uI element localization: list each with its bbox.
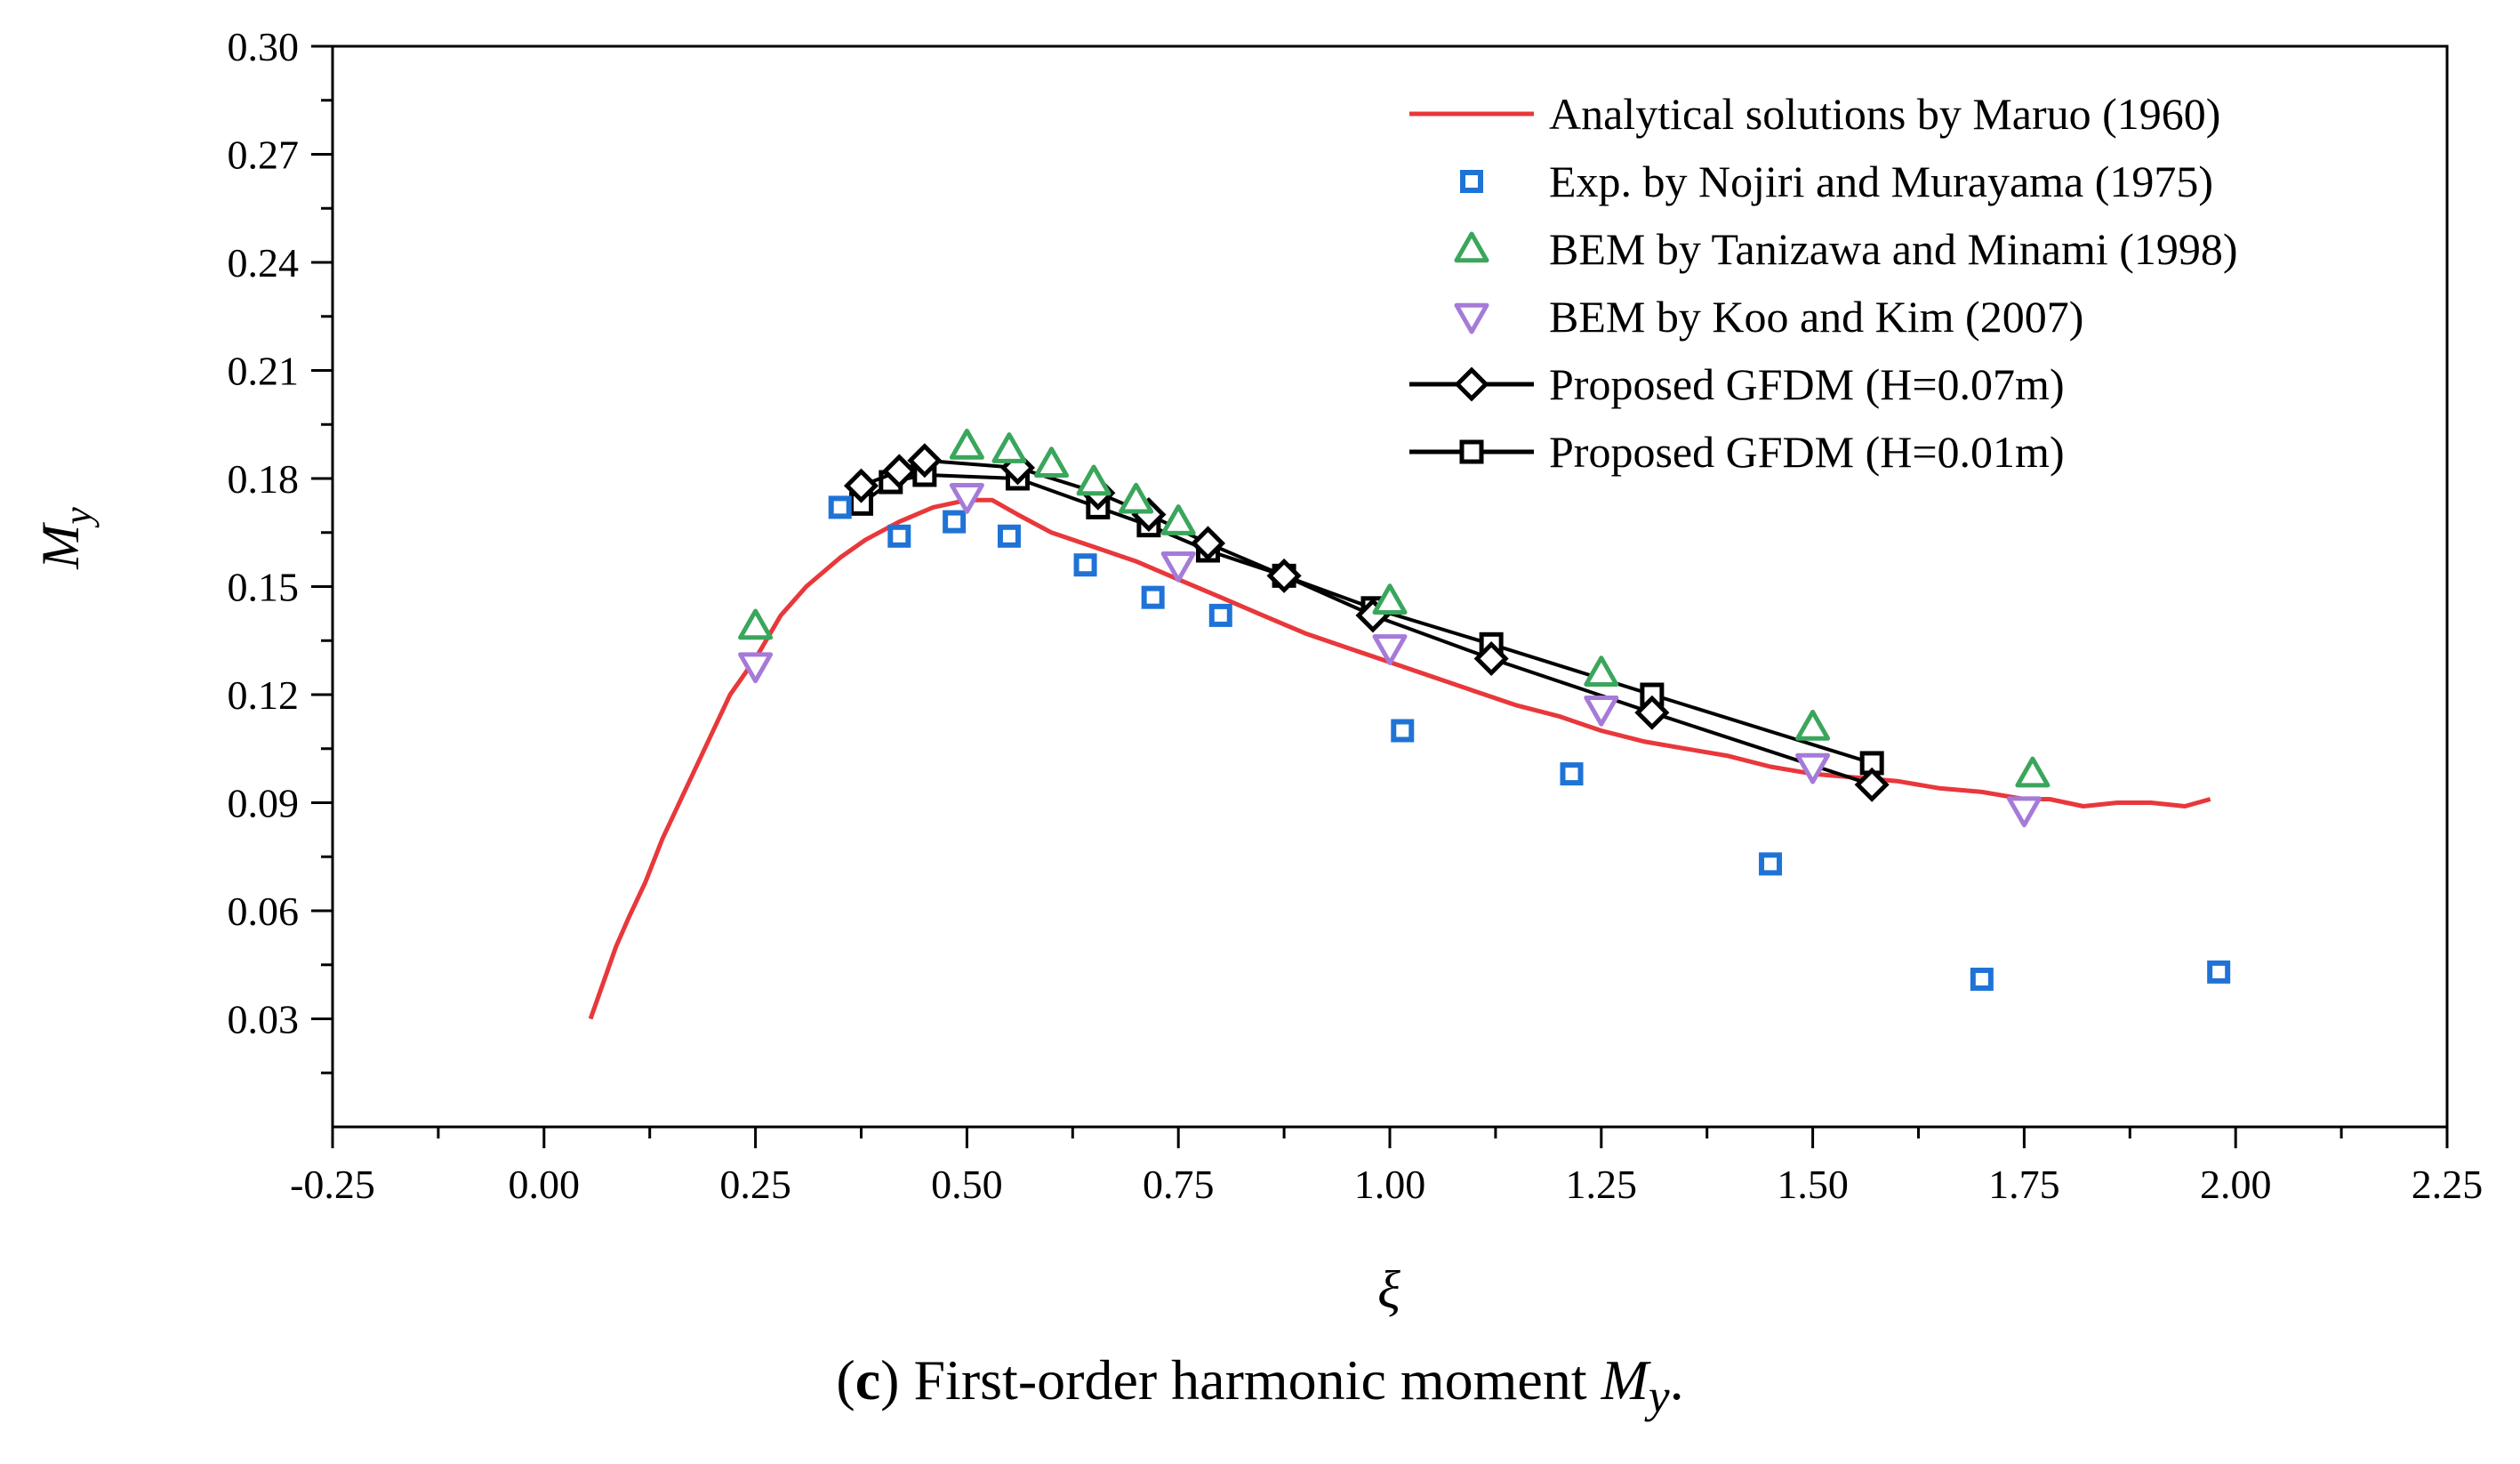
figure-caption: (c) First-order harmonic moment My. [836, 1348, 1684, 1422]
y-tick-label: 0.24 [228, 240, 300, 286]
x-tick-label: 2.25 [2412, 1162, 2484, 1207]
data-point [2207, 960, 2231, 984]
data-point [1190, 526, 1226, 561]
x-tick-label: 1.75 [1988, 1162, 2060, 1207]
data-point [1970, 967, 1994, 991]
x-tick-labels: -0.25 0.00 0.25 0.50 0.75 1.00 1.25 1.50 1.75 2.0… [290, 1162, 2483, 1207]
legend-label: Proposed GFDM (H=0.07m) [1549, 359, 2065, 409]
data-point [1795, 752, 1831, 784]
series-line [588, 497, 2211, 1020]
caption-symbol-sub: y [1648, 1368, 1670, 1422]
caption-tag: c [855, 1348, 881, 1412]
series-bem-tanizawa [738, 429, 2051, 788]
data-point [738, 652, 774, 684]
data-point [1584, 695, 1619, 727]
y-tick-label: 0.03 [228, 997, 300, 1042]
y-tick-label: 0.18 [228, 456, 300, 502]
y-tick-label: 0.06 [228, 889, 300, 934]
data-point [881, 454, 917, 489]
legend-label: BEM by Tanizawa and Minami (1998) [1549, 224, 2238, 274]
y-axis-title-main: M [31, 522, 90, 570]
data-point [1759, 852, 1783, 876]
data-point [1560, 762, 1584, 786]
data-point [1160, 551, 1196, 583]
data-point [738, 608, 774, 640]
y-tick-label: 0.09 [228, 781, 300, 826]
series-bem-koo [738, 483, 2042, 828]
axis-ticks [311, 44, 2449, 1148]
data-point [1372, 634, 1408, 665]
legend: Analytical solutions by Maruo (1960) Exp.… [1409, 89, 2238, 477]
x-tick-label: 1.50 [1777, 1162, 1849, 1207]
series-gfdm-h007 [843, 443, 1890, 802]
y-tick-label: 0.30 [228, 24, 300, 69]
plot-area [588, 429, 2231, 1020]
data-point [997, 524, 1021, 548]
data-point [949, 429, 984, 460]
series-exp-nojiri [828, 495, 2231, 991]
data-point [1266, 558, 1302, 593]
y-tick-label: 0.12 [228, 672, 300, 718]
legend-item: Exp. by Nojiri and Murayama (1975) [1460, 157, 2213, 206]
data-point [887, 524, 911, 548]
data-point [943, 510, 967, 534]
legend-marker [1454, 366, 1489, 402]
data-point [1160, 504, 1196, 535]
data-point [2015, 756, 2051, 788]
legend-marker [1459, 439, 1484, 464]
legend-label: Analytical solutions by Maruo (1960) [1549, 89, 2220, 139]
data-point [1584, 656, 1619, 687]
y-tick-labels: 0.03 0.06 0.09 0.12 0.15 0.18 0.21 0.24 0.27 0.30 [228, 24, 300, 1042]
x-tick-label: 0.50 [931, 1162, 1003, 1207]
y-tick-label: 0.27 [228, 133, 300, 178]
data-point [828, 495, 852, 519]
data-point [949, 483, 984, 514]
y-axis-title-sub: y [56, 507, 100, 528]
data-point [1854, 767, 1890, 802]
y-tick-label: 0.21 [228, 349, 300, 394]
legend-label: Proposed GFDM (H=0.01m) [1549, 427, 2065, 477]
caption-text: First-order harmonic moment [913, 1348, 1601, 1412]
x-tick-label: 1.25 [1566, 1162, 1638, 1207]
x-tick-label: 0.25 [719, 1162, 791, 1207]
legend-item: Proposed GFDM (H=0.07m) [1409, 359, 2065, 409]
data-point [1073, 553, 1097, 577]
legend-item: BEM by Tanizawa and Minami (1998) [1454, 224, 2238, 274]
caption-end: . [1669, 1348, 1684, 1412]
data-point [1391, 719, 1415, 743]
y-axis-title: My [31, 507, 100, 570]
data-point [991, 432, 1027, 463]
y-tick-label: 0.15 [228, 565, 300, 610]
legend-label: Exp. by Nojiri and Murayama (1975) [1549, 157, 2213, 206]
x-axis-title: ξ [1377, 1260, 1400, 1319]
legend-item: Proposed GFDM (H=0.01m) [1409, 427, 2065, 477]
data-point [907, 443, 943, 479]
data-point [1795, 709, 1831, 741]
legend-label: BEM by Koo and Kim (2007) [1549, 292, 2083, 342]
legend-marker [1454, 231, 1489, 263]
x-tick-label: 2.00 [2200, 1162, 2272, 1207]
data-point [1034, 446, 1070, 479]
data-point [1473, 640, 1509, 677]
x-tick-label: 0.00 [509, 1162, 581, 1207]
legend-marker [1460, 170, 1483, 193]
data-point [1634, 695, 1670, 730]
data-point [1141, 585, 1165, 609]
legend-item: BEM by Koo and Kim (2007) [1454, 292, 2083, 342]
legend-item: Analytical solutions by Maruo (1960) [1409, 89, 2220, 139]
caption-symbol: M [1601, 1348, 1649, 1412]
x-tick-label: 0.75 [1143, 1162, 1215, 1207]
data-point [843, 468, 879, 503]
data-point [2006, 796, 2042, 828]
data-point [1372, 583, 1408, 615]
data-point [1119, 482, 1154, 514]
data-point [1208, 603, 1232, 627]
legend-marker [1454, 302, 1489, 334]
data-point [1076, 464, 1112, 496]
x-tick-label: -0.25 [290, 1162, 375, 1207]
series-analytical-maruo [588, 497, 2211, 1020]
x-tick-label: 1.00 [1354, 1162, 1426, 1207]
